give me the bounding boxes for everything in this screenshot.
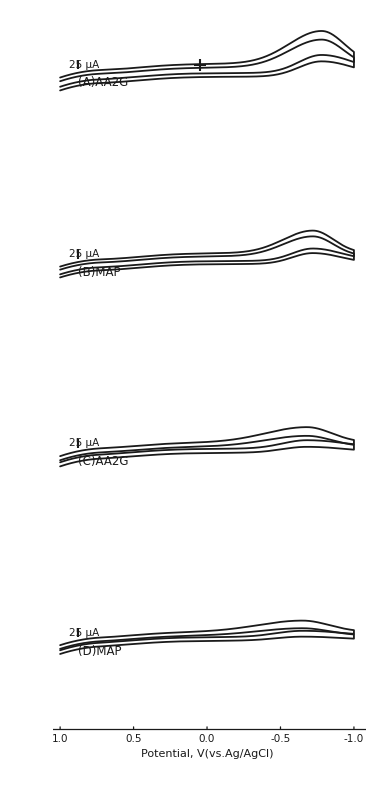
Text: (B)MAP: (B)MAP (78, 266, 120, 279)
Text: (A)AA2G: (A)AA2G (78, 76, 128, 90)
Text: -1.0: -1.0 (344, 734, 364, 745)
Text: (D)MAP: (D)MAP (78, 645, 121, 657)
Text: -0.5: -0.5 (270, 734, 291, 745)
Text: 25 μA: 25 μA (69, 60, 99, 69)
Text: 1.0: 1.0 (52, 734, 68, 745)
Text: 25 μA: 25 μA (69, 438, 99, 448)
Text: 0.5: 0.5 (125, 734, 142, 745)
Text: Potential, V(vs.Ag/AgCl): Potential, V(vs.Ag/AgCl) (141, 749, 273, 759)
Text: 0.0: 0.0 (199, 734, 215, 745)
Text: 25 μA: 25 μA (69, 628, 99, 637)
Text: 25 μA: 25 μA (69, 249, 99, 259)
Text: (C)AA2G: (C)AA2G (78, 455, 128, 468)
